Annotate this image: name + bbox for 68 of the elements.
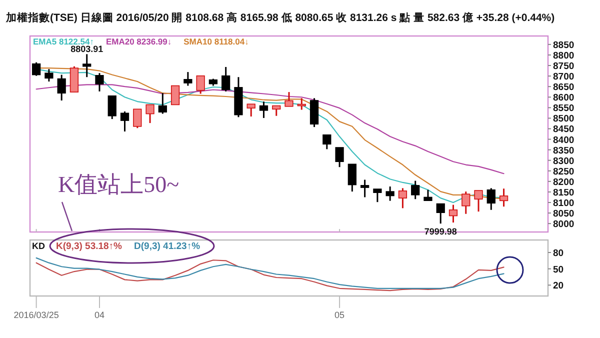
y-tick-label: 8600	[553, 92, 574, 104]
y-tick-label: 8450	[553, 124, 574, 136]
candlestick	[146, 104, 154, 124]
y-tick-label: 8000	[553, 219, 574, 230]
candlestick	[386, 186, 394, 202]
y-tick-label: 8550	[553, 103, 574, 114]
y-tick-label: 8850	[553, 40, 574, 51]
y-tick-label: 8800	[553, 50, 574, 62]
candlestick	[373, 188, 382, 203]
x-tick-label: 04	[94, 310, 104, 320]
candlestick	[360, 178, 370, 198]
candlestick	[411, 180, 420, 200]
candlestick	[158, 92, 167, 115]
candlestick	[133, 108, 142, 129]
candlestick	[272, 105, 281, 117]
candlestick	[44, 68, 54, 82]
candlestick	[57, 74, 66, 102]
candlestick	[486, 187, 496, 211]
y-tick-label: 8200	[553, 176, 574, 188]
candlestick	[424, 189, 432, 202]
y-tick-label: 8500	[553, 114, 574, 125]
candlestick	[348, 163, 356, 192]
x-tick-label: 2016/03/25	[14, 310, 59, 320]
candlestick	[120, 110, 130, 132]
candlestick	[95, 72, 104, 92]
candlestick	[322, 134, 332, 150]
candlestick	[474, 190, 483, 212]
candlestick	[499, 188, 508, 208]
y-tick-label: 80	[553, 248, 564, 260]
chart-title: 加權指數(TSE) 日線圖 2016/05/20 開 8108.68 高 8165.98 低 8080.65 收 8131.26 s 點 量 582.63 億 +35.28 (+0.44%)	[5, 11, 555, 24]
annotation: K值站上50~	[58, 172, 180, 197]
candlestick	[284, 91, 294, 108]
y-tick-label: 20	[553, 280, 564, 292]
candlestick	[170, 85, 180, 106]
y-tick-label: 8250	[553, 166, 574, 178]
y-tick-label: 8650	[553, 82, 574, 94]
text: EMA20 8236.99↓	[106, 36, 172, 46]
chart-title: KD	[32, 241, 46, 251]
y-tick-label: 8750	[553, 61, 574, 72]
y-tick-label: 8300	[553, 156, 574, 167]
candlestick	[108, 95, 116, 120]
y-tick-label: 8350	[553, 145, 574, 156]
candlestick	[448, 204, 458, 224]
text: SMA10 8118.04↓	[184, 36, 249, 46]
candlestick	[436, 203, 445, 224]
candlestick	[335, 146, 344, 168]
y-tick-label: 8050	[553, 208, 574, 220]
candlestick	[222, 66, 230, 92]
x-tick-label: 05	[334, 310, 345, 320]
candlestick	[32, 62, 41, 77]
candlestick	[310, 97, 319, 128]
text: EMA5 8122.54↑	[33, 36, 94, 46]
annotation: 7999.98	[424, 226, 457, 237]
y-tick-label: 50	[553, 264, 564, 276]
series-label: D(9,3) 41.23↑%	[134, 241, 201, 252]
y-tick-label: 8100	[553, 198, 574, 209]
candlestick	[462, 190, 470, 215]
candlestick	[398, 187, 408, 209]
candlestick	[259, 100, 268, 119]
candlestick	[82, 53, 92, 78]
candlestick	[196, 75, 205, 94]
series-label: K(9,3) 53.18↑%	[56, 241, 123, 252]
candlestick	[246, 103, 256, 118]
y-tick-label: 8150	[553, 187, 574, 198]
annotation: 8803.91	[70, 44, 104, 54]
candlestick	[184, 71, 192, 86]
y-tick-label: 8400	[553, 134, 574, 146]
y-tick-label: 8700	[553, 72, 574, 83]
